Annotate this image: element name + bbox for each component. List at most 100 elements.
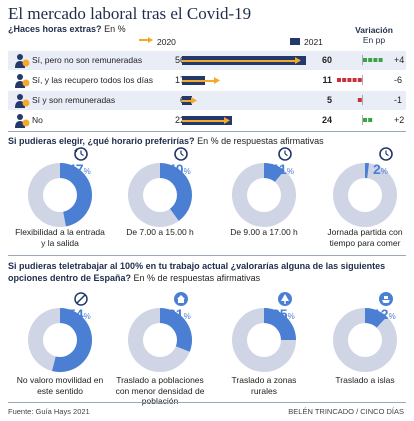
donut-percent: 31%: [168, 306, 191, 322]
percent-sign: %: [183, 312, 191, 321]
percent-sign: %: [83, 167, 91, 176]
donut-percent-value: 31: [168, 306, 184, 322]
donut-hole: [348, 323, 382, 357]
donut-chart: [232, 163, 296, 227]
donut-chart: [28, 163, 92, 227]
value-2020: 17: [174, 75, 185, 85]
donut-percent-value: 12: [373, 306, 389, 322]
variation-title: Variación: [355, 25, 393, 35]
donut-label: De 9.00 a 17.00 h: [230, 227, 298, 237]
section3-question-line1: Si pudieras teletrabajar al 100% en tu t…: [8, 261, 386, 271]
donut-chart: [232, 308, 296, 372]
donut-percent-value: 54: [68, 306, 84, 322]
value-2020: 56: [174, 55, 185, 65]
donut-label: Flexibilidad a la entrada y la salida: [15, 227, 105, 248]
row-label: No: [32, 115, 43, 125]
variation-square: [373, 58, 378, 62]
donut-hole: [247, 323, 281, 357]
donut-percent: 12%: [373, 306, 396, 322]
donut-percent-value: 2: [373, 161, 381, 177]
page-title: El mercado laboral tras el Covid-19: [8, 4, 252, 23]
donut-label: No valoro movilidad en este sentido: [16, 375, 104, 396]
divider-1: [8, 131, 406, 132]
variation-square: [363, 118, 367, 122]
donut-hole: [143, 178, 177, 212]
legend-2021-swatch: [290, 38, 300, 45]
donut-hole: [247, 178, 281, 212]
clock-arrows-icon: [74, 147, 88, 161]
row-label: Sí, pero no son remuneradas: [32, 55, 143, 65]
section3-question-line2: opciones dentro de España?: [8, 273, 132, 283]
donut-label: Traslado a islas: [335, 375, 395, 385]
percent-sign: %: [183, 167, 191, 176]
table-row: Sí y son remuneradas65-1: [8, 91, 406, 110]
donut-percent: 54%: [68, 306, 91, 322]
percent-sign: %: [380, 167, 388, 176]
value-2020: 22: [174, 115, 185, 125]
person-clock-icon: [15, 94, 30, 108]
bar-2020-arrow: [294, 57, 301, 64]
variation-square: [378, 58, 383, 62]
divider-3: [8, 402, 406, 403]
donut-hole: [43, 323, 77, 357]
donut-chart: [333, 163, 397, 227]
variation-header: Variación En pp: [348, 25, 400, 45]
donut-percent: 47%: [68, 161, 91, 177]
footer-credit: BELÉN TRINCADO / CINCO DÍAS: [288, 407, 404, 416]
clock-split-icon: [379, 147, 393, 161]
value-2021: 11: [322, 75, 332, 85]
bar-2020-arrow: [191, 97, 198, 104]
bar-2020-arrow: [224, 117, 231, 124]
table-row: Sí, y las recupero todos los días 17 11 -6: [8, 71, 406, 90]
variation-value: +4: [394, 55, 405, 65]
boat-icon: [379, 292, 393, 306]
variation-square: [368, 58, 373, 62]
legend-2020: 2020: [157, 37, 176, 47]
section2-question-text: Si pudieras elegir, ¿qué horario preferi…: [8, 136, 195, 146]
house-icon: [174, 292, 188, 306]
donut-percent-value: 11: [272, 161, 287, 177]
section2-question: Si pudieras elegir, ¿qué horario preferi…: [8, 136, 324, 146]
table-row: Sí, pero no son remuneradas 56 60 +4: [8, 51, 406, 70]
percent-sign: %: [388, 312, 396, 321]
variation-marks: [357, 95, 363, 105]
value-2021: 24: [321, 115, 332, 125]
donut-percent-value: 40: [168, 161, 184, 177]
person-clock-icon: [15, 114, 30, 128]
donut-chart: [128, 163, 192, 227]
variation-marks: [362, 115, 373, 125]
bar-2020: [182, 99, 195, 102]
section3-question: Si pudieras teletrabajar al 100% en tu t…: [8, 261, 385, 271]
row-label: Sí, y las recupero todos los días: [32, 75, 153, 85]
donut-hole: [348, 178, 382, 212]
variation-square: [368, 118, 373, 122]
donut-chart: [128, 308, 192, 372]
clock-icon: [174, 147, 188, 161]
legend-2021: 2021: [304, 37, 323, 47]
variation-square: [357, 78, 362, 82]
section2-unit: En % de respuestas afirmativas: [197, 136, 324, 146]
donut-percent: 25%: [272, 306, 295, 322]
donut-label: Jornada partida con tiempo para comer: [327, 227, 403, 248]
row-label: Sí y son remuneradas: [32, 95, 116, 105]
donut-percent-value: 25: [272, 306, 288, 322]
person-clock-icon: [15, 54, 30, 68]
section1-unit: En %: [104, 24, 126, 34]
section1-question: ¿Haces horas extras? En %: [8, 24, 126, 34]
variation-value: -1: [394, 95, 403, 105]
donut-label: De 7.00 a 15.00 h: [126, 227, 194, 237]
donut-chart: [28, 308, 92, 372]
variation-square: [337, 78, 341, 82]
donut-percent-value: 47: [68, 161, 84, 177]
percent-sign: %: [83, 312, 91, 321]
variation-square: [363, 58, 367, 62]
variation-unit: En pp: [362, 35, 386, 45]
no-icon: [74, 292, 88, 306]
person-clock-icon: [15, 74, 30, 88]
donut-hole: [43, 178, 77, 212]
section1-question-text: ¿Haces horas extras?: [8, 24, 102, 34]
table-row: No 22 24 +2: [8, 111, 406, 130]
value-2021: 5: [326, 95, 332, 105]
variation-value: +2: [394, 115, 405, 125]
variation-square: [342, 78, 347, 82]
